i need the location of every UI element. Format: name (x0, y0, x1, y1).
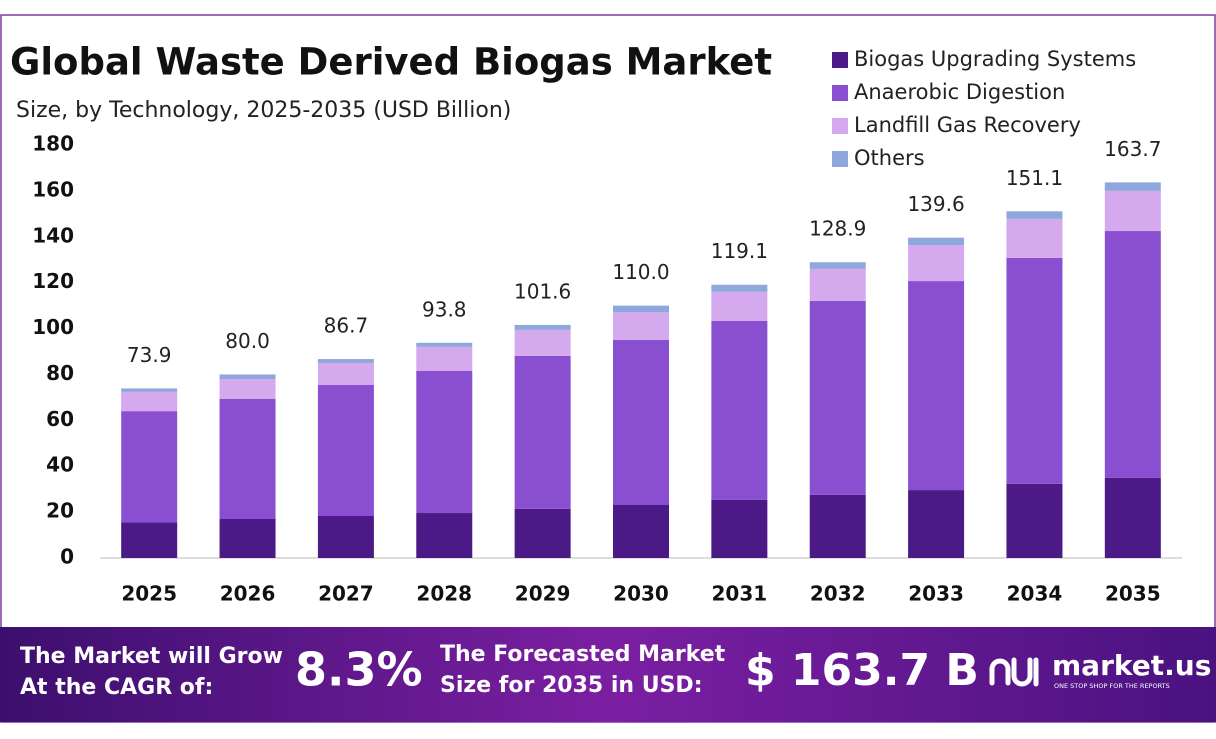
total-label: 119.1 (711, 239, 768, 263)
legend-swatch (832, 52, 848, 68)
bar-segment (1104, 182, 1161, 191)
total-label: 101.6 (514, 279, 571, 303)
size-text: The Forecasted Market (440, 642, 726, 667)
x-tick-label: 2030 (613, 582, 669, 606)
bar-segment (613, 340, 669, 505)
total-label: 93.8 (422, 297, 467, 321)
legend-label: Others (854, 146, 925, 170)
bar-segment (121, 411, 178, 523)
bar-segment (1006, 257, 1063, 484)
total-label: 151.1 (1006, 166, 1063, 190)
legend-label: Landfill Gas Recovery (854, 113, 1081, 137)
bar-segment (416, 371, 473, 514)
x-tick-label: 2031 (712, 582, 768, 606)
bar-segment (317, 359, 374, 363)
bar-segment (908, 490, 965, 558)
bar-segment (711, 284, 768, 292)
bar-segment (613, 504, 669, 558)
x-tick-label: 2029 (515, 582, 571, 606)
bar-segment (219, 374, 276, 380)
chart-subtitle: Size, by Technology, 2025-2035 (USD Bill… (16, 98, 511, 123)
bar-segment (711, 499, 768, 558)
chart-title: Global Waste Derived Biogas Market (10, 41, 772, 84)
y-tick-label: 180 (32, 132, 74, 156)
total-label: 86.7 (324, 314, 369, 338)
bar-segment (908, 237, 965, 246)
bar-segment (1006, 211, 1063, 219)
bar-segment (317, 516, 374, 558)
bar-segment (514, 508, 571, 558)
bar-segment (711, 320, 768, 500)
total-label: 73.9 (127, 343, 172, 367)
y-tick-label: 120 (32, 269, 74, 293)
bar-segment (416, 342, 473, 347)
bar-segment (1006, 483, 1063, 558)
total-label: 128.9 (809, 217, 866, 241)
brand: market.us (1052, 649, 1211, 682)
y-tick-label: 160 (32, 177, 74, 201)
x-tick-label: 2027 (318, 582, 374, 606)
x-tick-label: 2025 (121, 582, 177, 606)
bar-segment (809, 301, 866, 495)
cagr-value: 8.3% (295, 643, 423, 697)
y-tick-label: 60 (46, 407, 74, 431)
y-tick-label: 80 (46, 361, 74, 385)
bar-segment (317, 384, 374, 517)
x-tick-label: 2034 (1007, 582, 1063, 606)
bar-segment (317, 362, 374, 385)
bar-segment (613, 305, 669, 313)
y-tick-label: 20 (46, 499, 74, 523)
legend-label: Biogas Upgrading Systems (854, 47, 1136, 71)
x-tick-label: 2033 (908, 582, 964, 606)
bar-segment (613, 312, 669, 341)
x-tick-label: 2028 (416, 582, 472, 606)
legend-label: Anaerobic Digestion (854, 80, 1065, 104)
bar-segment (514, 324, 571, 330)
y-tick-label: 40 (46, 453, 74, 477)
bar-segment (416, 346, 473, 372)
cagr-text: The Market will Grow (20, 644, 283, 669)
bar-segment (416, 513, 473, 558)
x-tick-label: 2032 (810, 582, 866, 606)
legend-swatch (832, 85, 848, 101)
bar-segment (809, 262, 866, 269)
x-tick-label: 2035 (1105, 582, 1161, 606)
bar-segment (121, 388, 178, 392)
total-label: 139.6 (907, 192, 964, 216)
bar-segment (711, 291, 768, 321)
y-tick-label: 100 (32, 315, 74, 339)
bar-segment (908, 281, 965, 491)
bar-segment (514, 329, 571, 356)
x-tick-label: 2026 (220, 582, 276, 606)
bar-segment (1104, 190, 1161, 232)
size-text: Size for 2035 in USD: (440, 673, 703, 698)
bar-segment (121, 522, 178, 558)
cagr-text: At the CAGR of: (20, 675, 213, 700)
bar-segment (121, 391, 178, 412)
total-label: 80.0 (225, 329, 270, 353)
bar-segment (809, 268, 866, 302)
bar-segment (514, 355, 571, 509)
bar-segment (1006, 218, 1063, 258)
bar-segment (1104, 477, 1161, 558)
y-tick-label: 0 (60, 545, 74, 569)
total-label: 110.0 (612, 260, 669, 284)
bar-segment (1104, 231, 1161, 478)
size-value: $ 163.7 B (745, 645, 979, 696)
bar-segment (219, 398, 276, 519)
bar-segment (908, 245, 965, 282)
logo (989, 657, 1039, 687)
bar-segment (809, 494, 866, 558)
legend-swatch (832, 151, 848, 167)
bar-segment (219, 379, 276, 399)
total-label: 163.7 (1104, 137, 1161, 161)
bar-segment (219, 518, 276, 558)
y-tick-label: 140 (32, 223, 74, 247)
legend-swatch (832, 118, 848, 134)
tagline: ONE STOP SHOP FOR THE REPORTS (1054, 682, 1170, 690)
